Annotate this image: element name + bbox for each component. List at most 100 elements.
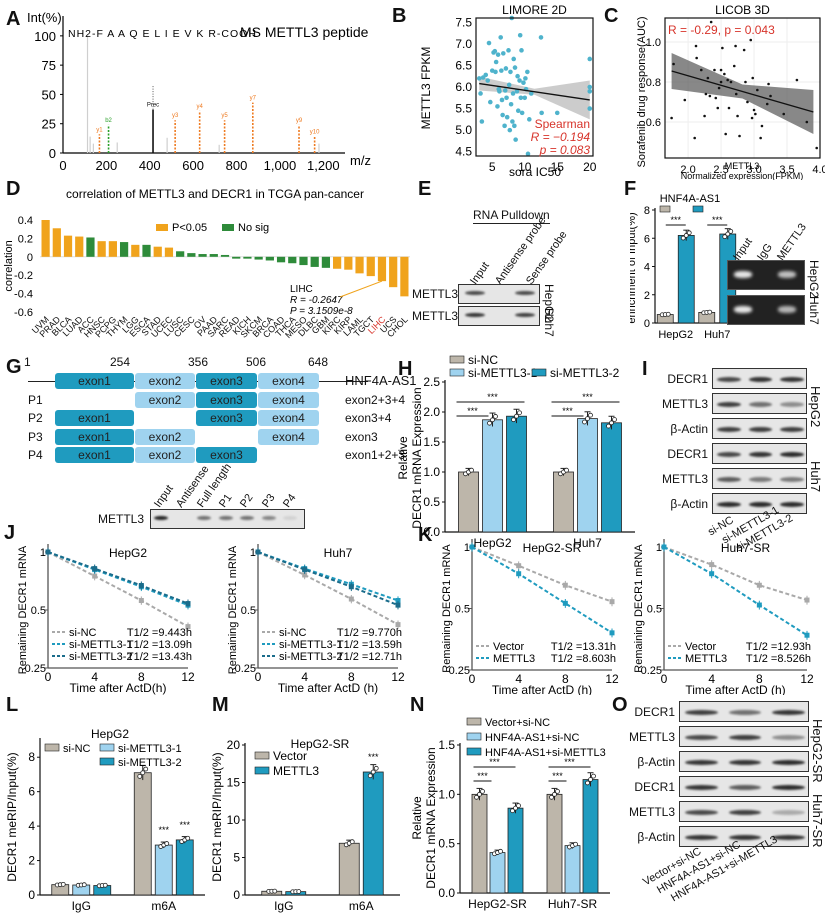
x-tick-label: 0 <box>45 670 52 684</box>
exon-1: exon1 <box>55 373 134 389</box>
annotation-leader <box>339 280 383 298</box>
bar-GBM <box>321 256 331 268</box>
scatter-point <box>694 44 698 48</box>
scatter-point <box>479 119 485 124</box>
blot-band <box>685 809 718 815</box>
sig-stars: *** <box>179 820 190 830</box>
chart-k-hepg2sr-line: 1 0.5 0.250 4 8 12 Time after ActD (h) Remainin… <box>441 539 619 695</box>
x-tick-label: m6A <box>349 899 374 913</box>
blot-band <box>685 784 718 790</box>
scatter-point <box>714 96 718 100</box>
x-axis-label: m/z <box>350 153 371 168</box>
data-point <box>137 773 143 779</box>
scatter-point <box>515 73 520 79</box>
data-point <box>680 235 686 241</box>
x-tick-label: 4.0 <box>812 164 825 176</box>
legend-swatch <box>531 368 547 377</box>
data-point <box>555 788 560 794</box>
y-tick-label: 4 <box>28 819 35 833</box>
scatter-point <box>734 44 737 48</box>
sig-stars: *** <box>487 392 498 402</box>
probe-label: P2 <box>28 411 43 425</box>
half-life-label: T1/2 =13.59h <box>337 639 402 651</box>
stat-annotation: p = 0.083 <box>539 143 591 157</box>
scatter-point <box>504 114 510 120</box>
panel-label-l: L <box>6 694 19 716</box>
scatter-point <box>528 91 534 96</box>
data-point <box>487 420 492 426</box>
x-tick-label: 200 <box>96 158 118 173</box>
blot-band <box>772 809 805 815</box>
legend-swatch <box>254 766 270 775</box>
scatter-point <box>706 76 710 80</box>
panel-label-b: B <box>392 5 407 27</box>
y-tick-label: 0.25 <box>25 663 46 675</box>
transcript-label: HNF4A-AS1 <box>345 373 417 388</box>
data-point <box>612 417 617 422</box>
x-tick-label: 800 <box>226 158 248 173</box>
x-tick-label: 0 <box>469 672 476 686</box>
panel-label-h: H <box>398 358 413 380</box>
panel-label-f: F <box>624 178 637 200</box>
scatter-point <box>765 102 769 106</box>
stat-annotation: R = −0.194 <box>531 130 591 144</box>
legend-label: Vector <box>273 749 307 763</box>
x-tick-label: 2.0 <box>680 164 695 176</box>
blot-strip <box>712 418 807 439</box>
y-tick-label: 2 <box>644 290 650 302</box>
peak-label: y1 <box>96 127 103 133</box>
bar-CHOL <box>400 256 409 297</box>
x-tick-label: 2.5 <box>713 164 728 176</box>
scatter-point <box>756 88 759 92</box>
y-axis-label: Remaining DECR1 mRNA <box>227 545 239 674</box>
f-gel-cell: HepG2 <box>807 260 821 299</box>
bar-LAML <box>355 256 364 274</box>
y-tick-label: 0.25 <box>449 665 470 677</box>
data-point <box>585 416 590 421</box>
x-axis-label: Time after ActD (h) <box>492 683 592 695</box>
blot-strip <box>679 701 809 722</box>
bar-HNF4A-AS1+si-METTL3 <box>507 807 524 894</box>
scatter-point <box>672 62 675 66</box>
blot-group-label: Huh7 <box>808 461 823 493</box>
y-tick-label: 1 <box>464 542 470 554</box>
bar-BLCA <box>63 235 73 257</box>
y-tick-label: 0 <box>49 146 56 161</box>
y-tick-label: 1 <box>656 542 662 554</box>
bar-BRCA <box>265 256 274 261</box>
sig-stars: *** <box>552 771 563 781</box>
scatter-point <box>498 35 503 40</box>
half-life-label: T1/2 =9.443h <box>127 627 192 639</box>
scatter-point <box>510 119 515 124</box>
x-tick-label: IgG <box>72 899 91 913</box>
sig-stars: *** <box>562 406 573 416</box>
scatter-point <box>519 110 525 116</box>
probe-description: exon3+4 <box>345 411 392 425</box>
scatter-point <box>512 123 517 129</box>
y-tick-label: 5 <box>233 851 240 865</box>
x-tick-label: 4 <box>708 672 715 686</box>
data-point <box>510 808 515 814</box>
x-tick-label: 600 <box>182 158 204 173</box>
bar-METTL3 <box>362 771 384 896</box>
e-header: RNA Pulldown <box>473 208 550 224</box>
scatter-point <box>782 112 786 116</box>
data-point <box>143 766 149 772</box>
e-row-label: METTL3 <box>412 309 459 323</box>
scatter-point <box>587 56 593 62</box>
y-tick-label: 20 <box>227 738 241 752</box>
chart-c-scatter: 2.0 2.5 3.0 3.5 4.0 0.6 0.8 1.0 LICOB 3D METTL3No… <box>636 3 825 180</box>
x-tick-label: 12 <box>391 670 405 684</box>
legend-label: si-NC <box>63 743 91 755</box>
scatter-point <box>525 151 531 157</box>
x-tick-label: 15 <box>551 160 565 174</box>
scatter-point <box>759 136 762 140</box>
bar-PCPG <box>108 241 117 257</box>
scatter-point <box>587 89 593 94</box>
scatter-point <box>504 95 509 101</box>
blot-band <box>780 426 805 432</box>
y-tick-label: 1.0 <box>423 465 440 479</box>
data-point <box>588 777 593 782</box>
scatter-point <box>704 92 708 96</box>
blot-band <box>772 759 805 765</box>
